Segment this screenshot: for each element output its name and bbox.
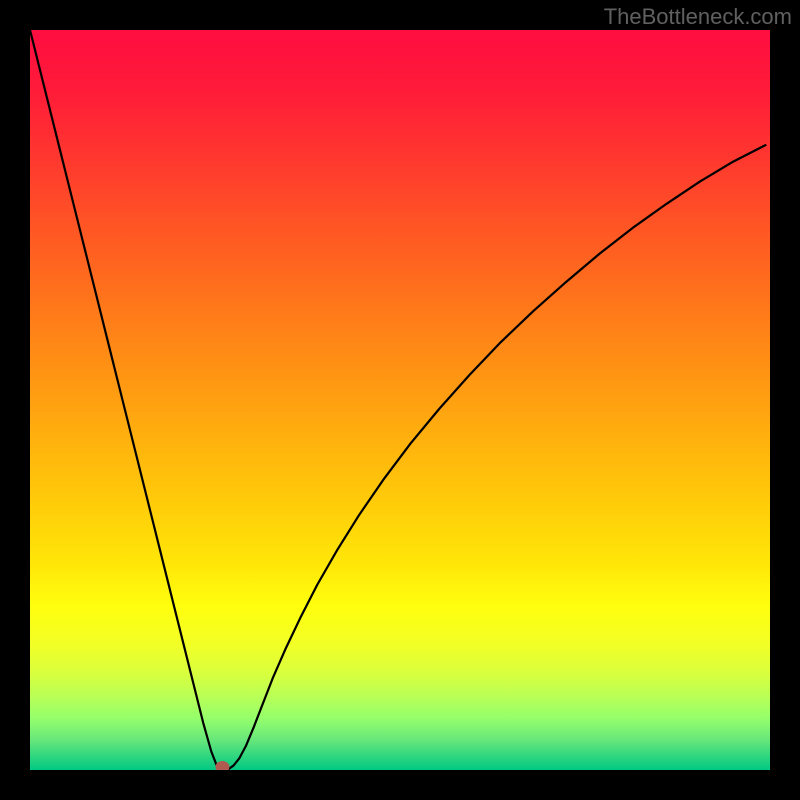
watermark-text: TheBottleneck.com	[604, 4, 792, 30]
chart-svg	[30, 30, 770, 770]
chart-background	[30, 30, 770, 770]
chart-container	[30, 30, 770, 770]
